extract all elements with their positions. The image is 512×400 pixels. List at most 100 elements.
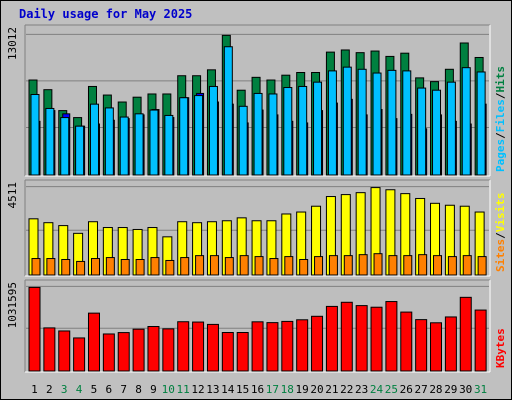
legend-entry: / [494, 92, 507, 99]
x-tick-label: 11 [177, 383, 190, 396]
kbytes-bar [73, 337, 86, 372]
sites-bar [358, 254, 368, 276]
kbytes-bar [430, 322, 443, 372]
sites-bar [447, 256, 457, 276]
files-bar [432, 89, 442, 176]
sites-bar [433, 255, 443, 276]
kbytes-bar [325, 305, 338, 372]
sites-bar [105, 257, 115, 276]
files-bar [45, 107, 55, 176]
x-tick-label: 27 [414, 383, 427, 396]
x-tick-label: 23 [355, 383, 368, 396]
kbytes-bar [251, 321, 264, 372]
x-tick-label: 21 [325, 383, 338, 396]
kbytes-bar [58, 330, 71, 372]
sites-bar [180, 257, 190, 276]
files-bar [372, 72, 382, 176]
x-tick-label: 1 [31, 383, 38, 396]
x-tick-label: 9 [150, 383, 157, 396]
files-bar [268, 93, 278, 176]
legend-entry: Files [494, 99, 507, 132]
files-bar [298, 85, 308, 176]
sites-bar [269, 258, 279, 276]
sites-bar [90, 258, 100, 276]
kbytes-bar [281, 320, 294, 372]
x-tick-label: 19 [295, 383, 308, 396]
files-bar [476, 71, 486, 176]
x-tick-label: 28 [429, 383, 442, 396]
sites-bar [209, 255, 219, 276]
files-bar [283, 87, 293, 176]
x-tick-label: 30 [459, 383, 472, 396]
files-bar [134, 113, 144, 176]
files-bar [461, 67, 471, 176]
kbytes-bar [385, 301, 398, 372]
files-bar [238, 105, 248, 176]
x-tick-label: 7 [120, 383, 127, 396]
series-legend: KBytes [494, 328, 507, 368]
x-tick-label: 31 [474, 383, 487, 396]
sites-bar [314, 256, 324, 276]
files-bar [208, 85, 218, 176]
sites-bar [254, 256, 264, 276]
kbytes-bar [266, 322, 279, 372]
sites-bar [343, 255, 353, 276]
files-bar [417, 87, 427, 176]
y-max-label: 4511 [6, 182, 19, 209]
x-tick-label: 5 [91, 383, 98, 396]
sites-bar [239, 255, 249, 276]
x-tick-label: 14 [221, 383, 235, 396]
sites-bar [462, 255, 472, 276]
files-bar [253, 92, 263, 176]
sites-bar [76, 260, 86, 276]
kbytes-bar [102, 333, 115, 372]
sites-bar [120, 259, 130, 276]
x-tick-label: 18 [281, 383, 294, 396]
files-bar [149, 109, 159, 176]
files-bar [60, 117, 70, 176]
files-bar [313, 81, 323, 176]
kbytes-bar [400, 311, 413, 372]
x-tick-label: 29 [444, 383, 457, 396]
sites-bar [31, 258, 41, 276]
x-tick-label: 25 [385, 383, 398, 396]
files-bar [223, 46, 233, 176]
kbytes-bar [162, 328, 175, 372]
x-tick-label: 10 [162, 383, 175, 396]
sites-bar [150, 257, 160, 276]
sites-bar [328, 255, 338, 276]
sites-bar [61, 259, 71, 276]
x-axis-labels: 1 2 3 4 5 6 7 8 9 10 11 12 13 14 15 16 17 18 19 20 21 22 23 24 2… [31, 383, 487, 396]
kbytes-bar [474, 309, 487, 372]
kbytes-bar [43, 327, 56, 372]
files-bar [342, 66, 352, 176]
files-bar [89, 103, 99, 176]
x-tick-label: 12 [191, 383, 204, 396]
x-tick-label: 22 [340, 383, 353, 396]
files-bar [104, 107, 114, 176]
kbytes-bar [415, 319, 428, 372]
files-bar [30, 94, 40, 176]
kbytes-bar [340, 301, 353, 372]
kbytes-bar [147, 326, 160, 372]
legend-entry: Pages [494, 139, 507, 172]
sites-bar [135, 259, 145, 276]
legend-entry: Sites [494, 239, 507, 272]
chart-title: Daily usage for May 2025 [19, 7, 193, 21]
kbytes-bar [311, 315, 324, 372]
kbytes-bar [132, 328, 145, 372]
legend-entry: / [494, 132, 507, 139]
sites-bar [388, 255, 398, 276]
files-bar [402, 70, 412, 176]
kbytes-bar [459, 296, 472, 372]
kbytes-bar [87, 312, 100, 372]
x-tick-label: 8 [135, 383, 142, 396]
kbytes-bar [370, 306, 383, 372]
kbytes-bar [444, 316, 457, 372]
files-bar [194, 95, 204, 176]
legend-entry: Visits [494, 193, 507, 233]
visits-sites-panel: 4511 Sites/Visits [6, 179, 507, 277]
kbytes-bar [221, 332, 234, 372]
legend-entry: KBytes [494, 328, 507, 368]
